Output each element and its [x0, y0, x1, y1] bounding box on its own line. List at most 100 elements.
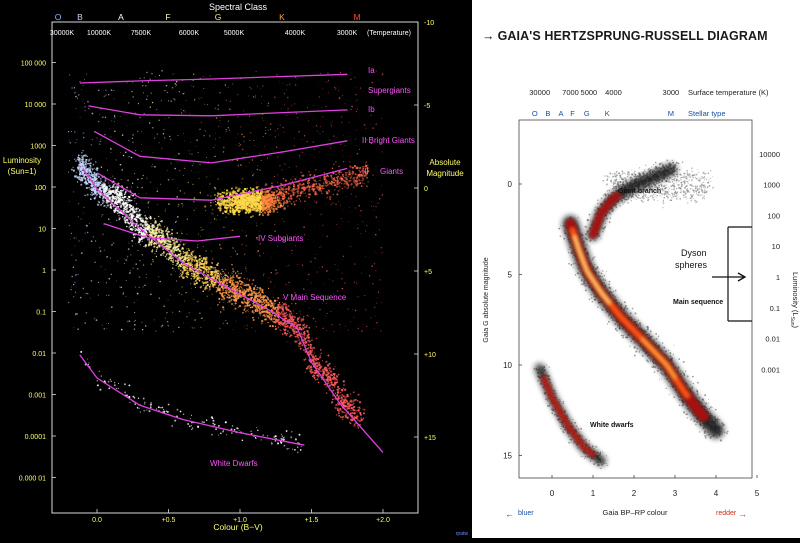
class-curve-2	[93, 130, 348, 164]
luminosity-ticks: 100 000 10 000 1000 100 10 1 0.1 0.01 0.001 0.000…	[19, 61, 56, 483]
gaia-luminosity-axis-label: Luminosity (LSun)	[789, 272, 800, 329]
lum-label-sub: Sun	[789, 317, 795, 326]
stellar-type-k: K	[605, 109, 610, 118]
redder-label: redder	[716, 510, 737, 517]
luminosity-tick-label: 1000	[30, 144, 46, 151]
gaia-magnitude-tick: 5	[508, 271, 513, 280]
stellar-type-a: A	[558, 109, 563, 118]
annotation-giant-branch: Giant branch	[618, 188, 661, 195]
gaia-magnitude-tick: 15	[503, 452, 512, 461]
gaia-hr-chart: 30000 7000 5000 4000 3000 Surface temperatur…	[483, 88, 800, 519]
class-label-iii: III	[362, 167, 369, 176]
class-curve-5	[82, 168, 384, 453]
stellar-type-o: O	[532, 109, 538, 118]
gaia-colour-tick: 2	[632, 489, 637, 498]
annotation-white-dwarfs: White dwarfs	[590, 422, 634, 429]
gaia-luminosity-tick: 100	[767, 211, 780, 220]
gaia-colour-tick: 4	[714, 489, 719, 498]
temperature-tick: 7500K	[131, 30, 152, 37]
gaia-luminosity-tick: 0.1	[770, 304, 780, 313]
title-arrow-icon: →	[482, 29, 495, 43]
gaia-hr-diagram: → GAIA'S HERTZSPRUNG-RUSSELL DIAGRAM 3000…	[472, 0, 800, 538]
class-label-white-dwarfs: White Dwarfs	[210, 459, 258, 468]
gaia-magnitude-tick: 10	[503, 361, 512, 370]
lum-label-close: )	[791, 326, 800, 329]
annotation-dyson-line1: Dyson	[681, 248, 707, 258]
luminosity-tick-label: 10 000	[25, 102, 47, 109]
gaia-luminosity-tick: 10	[772, 242, 780, 251]
spectral-class-m: M	[353, 12, 360, 22]
gaia-colour-ticks: 0 1 2 3 4 5	[550, 475, 760, 498]
absolute-magnitude-tick-label: +10	[424, 352, 436, 359]
absolute-magnitude-ticks: -10 -5 0 +5 +10 +15	[414, 20, 436, 442]
annotation-main-sequence: Main sequence	[673, 299, 723, 306]
gaia-title-text: GAIA'S HERTZSPRUNG-RUSSELL DIAGRAM	[497, 29, 768, 43]
luminosity-class-curves	[79, 73, 384, 453]
spectral-class-f: F	[165, 12, 170, 22]
class-label-ib: Ib	[368, 105, 375, 114]
gaia-temperature-tick: 3000	[663, 88, 680, 97]
absolute-magnitude-label: Absolute	[429, 158, 461, 167]
temperature-tick: 4000K	[285, 30, 306, 37]
gaia-temperature-tick: 30000	[529, 88, 550, 97]
spectral-class-k: K	[279, 12, 285, 22]
colour-tick-label: +0.5	[162, 517, 176, 524]
gaia-luminosity-tick: 1	[776, 273, 780, 282]
gaia-colour-tick: 1	[591, 489, 596, 498]
luminosity-tick-label: 100 000	[21, 61, 46, 68]
bluer-label: bluer	[518, 510, 534, 517]
plot-frame	[51, 21, 419, 514]
spectral-class-a: A	[118, 12, 124, 22]
class-label-supergiants: Supergiants	[368, 86, 411, 95]
gaia-y-axis-label: Gaia G absolute magnitude	[483, 257, 490, 342]
absolute-magnitude-tick-label: -5	[424, 103, 430, 110]
gaia-magnitude-tick: 0	[508, 180, 513, 189]
luminosity-tick-label: 0.000 01	[19, 476, 46, 483]
gaia-x-axis-label: Gaia BP–RP colour	[603, 508, 668, 517]
gaia-luminosity-tick: 10000	[759, 150, 780, 159]
absolute-magnitude-tick-label: +15	[424, 435, 436, 442]
temperature-tick: 30000K	[50, 30, 74, 37]
gaia-title: → GAIA'S HERTZSPRUNG-RUSSELL DIAGRAM	[482, 29, 768, 43]
gaia-colour-tick: 3	[673, 489, 678, 498]
gaia-colour-tick: 0	[550, 489, 555, 498]
redder-arrow-icon: →	[738, 509, 747, 519]
gaia-magnitude-ticks: 0 5 10 15	[503, 180, 522, 461]
class-label-subgiants: IV Subgiants	[258, 234, 303, 243]
stellar-type-label: Stellar type	[688, 109, 726, 118]
temperature-tick: 5000K	[224, 30, 245, 37]
gaia-luminosity-tick: 0.001	[761, 365, 780, 374]
class-label-giants: Giants	[380, 167, 403, 176]
density-heatmap	[533, 159, 729, 470]
absolute-magnitude-tick-label: 0	[424, 186, 428, 193]
gaia-temperature-tick: 7000	[562, 88, 579, 97]
luminosity-tick-label: 0.0001	[25, 434, 47, 441]
luminosity-axis-label: Luminosity	[3, 156, 41, 165]
dyson-bracket	[727, 226, 752, 322]
gaia-temperature-ticks: 30000 7000 5000 4000 3000	[529, 88, 679, 97]
gaia-temperature-tick: 4000	[605, 88, 622, 97]
luminosity-tick-label: 10	[38, 227, 46, 234]
colour-tick-label: 0.0	[92, 517, 102, 524]
spectral-class-g: G	[215, 12, 222, 22]
spectral-class-b: B	[77, 12, 83, 22]
star-scatter	[67, 70, 384, 454]
class-label-main-sequence: V Main Sequence	[283, 293, 347, 302]
stellar-type-m: M	[668, 109, 674, 118]
colour-tick-label: +2.0	[376, 517, 390, 524]
class-curve-4	[103, 223, 241, 242]
colour-tick-label: +1.0	[233, 517, 247, 524]
spectral-class-o: O	[55, 12, 62, 22]
corner-mark: rpatw	[456, 531, 469, 537]
dyson-arrow-icon	[712, 272, 747, 282]
luminosity-tick-label: 0.001	[28, 393, 46, 400]
class-label-bright-giants: II Bright Giants	[362, 136, 415, 145]
colour-ticks: 0.0 +0.5 +1.0 +1.5 +2.0	[92, 509, 390, 524]
gaia-temperature-tick: 5000	[581, 88, 598, 97]
temperature-tick: 6000K	[179, 30, 200, 37]
class-curve-6	[79, 354, 305, 446]
absolute-magnitude-tick-label: +5	[424, 269, 432, 276]
stellar-type-b: B	[545, 109, 550, 118]
gaia-luminosity-tick: 1000	[763, 181, 780, 190]
